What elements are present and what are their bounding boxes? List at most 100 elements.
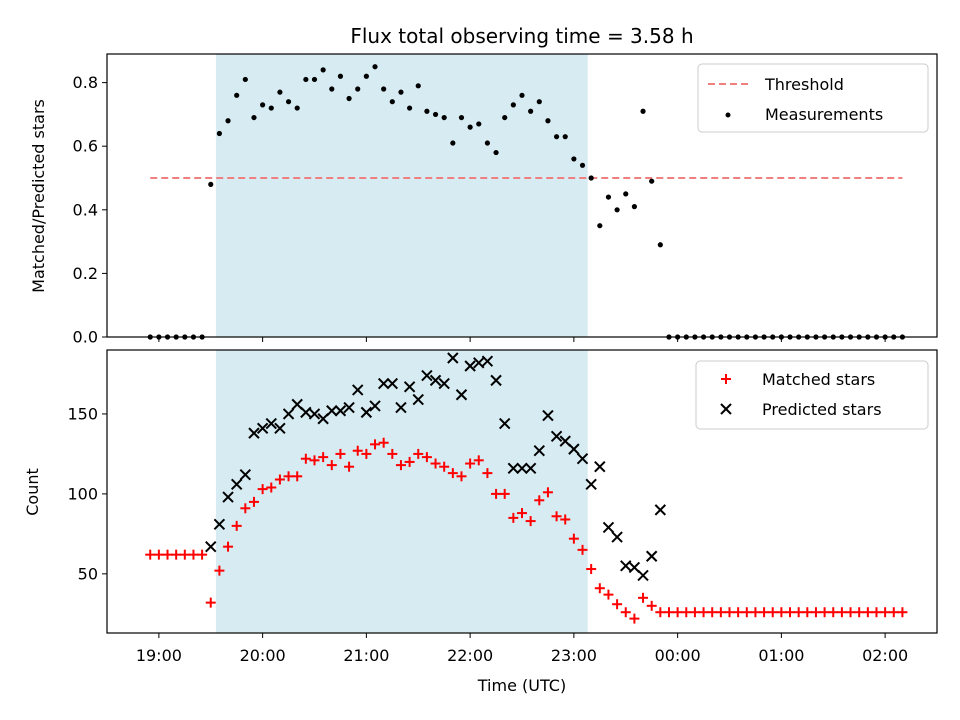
matched-star-point [525,516,536,527]
measurement-point [268,105,274,111]
matched-star-point [845,607,856,618]
legend-predicted-marker [720,403,732,415]
top-plot-frame [106,53,938,338]
predicted-star-point [507,462,520,475]
matched-star-point [836,607,847,618]
measurement-point [320,67,326,73]
predicted-star-point [473,357,485,369]
matched-star-point [888,607,899,618]
x-tick-label: 23:00 [551,646,597,665]
matched-star-point [214,565,225,576]
matched-star-point [880,607,891,618]
predicted-star-point [516,462,528,475]
matched-star-point [145,549,156,560]
measurement-point [657,242,663,248]
matched-star-point [499,488,510,499]
matched-star-point [724,607,735,618]
predicted-star-point [576,453,589,465]
measurement-point [510,102,516,108]
matched-star-point [793,607,804,618]
matched-star-point [508,512,519,523]
x-tick-label: 19:00 [136,646,182,665]
measurement-point [208,181,214,187]
top-y-tick-label: 0.8 [73,73,98,92]
matched-star-point [188,549,199,560]
predicted-star-point [490,374,502,387]
matched-star-point [456,471,467,482]
matched-star-point [776,607,787,618]
bottom-legend: Matched stars Predicted stars [695,360,929,430]
legend-predicted-label: Predicted stars [762,400,882,419]
predicted-star-point [429,374,442,387]
matched-star-point [447,468,458,479]
matched-star-point [785,607,796,618]
predicted-star-point [205,540,217,553]
measurement-point [493,149,499,156]
measurement-point [260,102,266,108]
matched-star-point [378,437,389,448]
predicted-star-point [403,381,416,393]
matched-star-point [223,541,234,552]
matched-star-point [568,533,579,544]
matched-star-point [240,503,251,514]
matched-star-point [171,549,182,560]
matched-star-point [828,607,839,618]
x-tick-label: 21:00 [343,646,389,665]
measurement-point [458,114,465,121]
top-panel: 0.0 0.2 0.4 0.6 0.8 Matched/Predicted stars [29,53,938,347]
measurement-point [294,105,300,111]
matched-star-point [370,439,381,450]
matched-star-point [733,607,744,618]
matched-star-point [542,487,553,498]
matched-star-point [257,484,268,495]
measurement-point [372,64,378,70]
legend-predicted-swatch [720,403,732,415]
matched-star-point [179,549,190,560]
predicted-star-point [343,401,355,414]
predicted-star-point [248,427,260,439]
predicted-star-point [326,405,338,417]
predicted-star-point [369,400,381,412]
predicted-star-point [377,377,390,390]
measurement-point [614,207,620,213]
bottom-y-tick-label: 50 [78,564,98,583]
measurement-point [346,95,352,102]
matched-star-point [482,468,493,479]
measurement-point [285,99,292,105]
predicted-star-point [334,405,347,417]
measurement-point [251,114,257,121]
measurement-point [389,99,395,105]
x-tick-label: 01:00 [758,646,804,665]
predicted-star-point [447,352,459,364]
matched-star-point [344,461,355,472]
measurement-point [398,89,404,95]
matched-star-point [560,514,571,525]
measurement-point [311,76,318,83]
predicted-star-point [455,389,468,401]
matched-star-point [810,607,821,618]
measurement-point [450,140,456,146]
matched-star-point [162,549,173,560]
predicted-star-point [274,422,286,435]
measurement-point [407,105,413,111]
measurement-point [605,194,612,200]
legend-matched-marker [721,374,731,384]
measurement-point [225,118,231,124]
predicted-star-point [213,518,226,530]
measurement-point [623,191,629,197]
matched-star-point [300,453,311,464]
predicted-star-point [499,417,511,430]
top-legend-box [697,63,929,133]
bottom-plot-frame [106,349,938,634]
top-y-axis-label: Matched/Predicted stars [29,99,48,293]
measurement-point [277,89,283,95]
matched-star-point [638,592,649,603]
predicted-star-point [308,408,321,420]
matched-star-point [326,460,337,471]
matched-star-point [741,607,752,618]
matched-star-point [854,607,865,618]
legend-matched-label: Matched stars [762,370,875,389]
predicted-star-point [256,422,269,435]
matched-star-point [430,458,441,469]
